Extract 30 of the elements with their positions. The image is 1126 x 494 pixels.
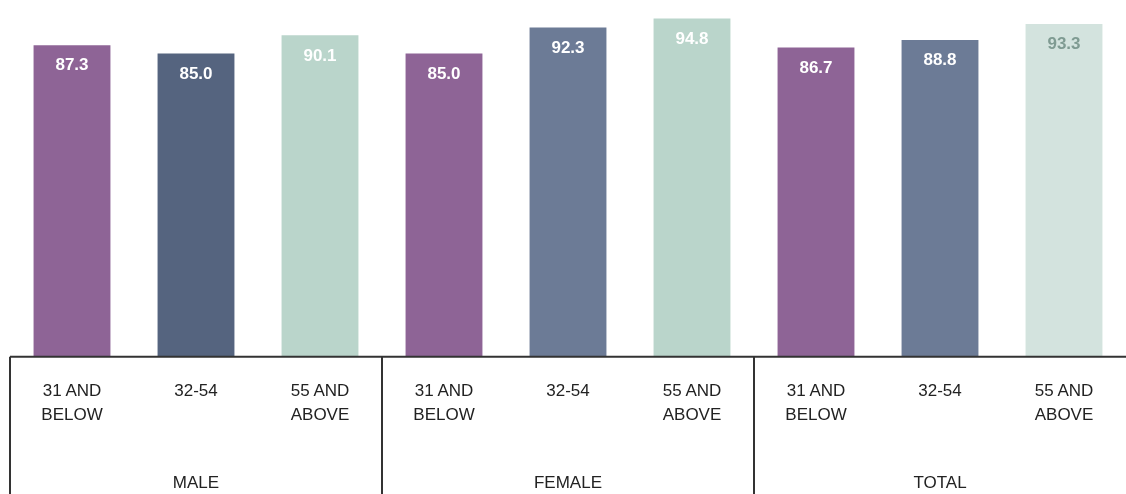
- bar: [1025, 23, 1103, 357]
- text: TOTAL: [913, 473, 967, 492]
- bar: [653, 18, 731, 357]
- bar: [33, 45, 111, 357]
- data-label: 86.7: [799, 57, 833, 77]
- x-tick-label: 32-54: [174, 380, 218, 400]
- bar: [157, 53, 235, 357]
- data-label: 88.8: [923, 50, 957, 70]
- bar: [901, 39, 979, 357]
- data-label: 92.3: [551, 37, 585, 57]
- x-tick-label: 32-54: [918, 380, 962, 400]
- data-label: 90.1: [303, 45, 337, 65]
- data-label: 94.8: [675, 28, 709, 48]
- bar: [405, 53, 483, 357]
- x-tick-label: 55 AND ABOVE: [662, 380, 722, 425]
- x-tick-label: 55 AND ABOVE: [290, 380, 350, 425]
- data-label: 93.3: [1047, 34, 1081, 54]
- x-tick-label: 31 AND BELOW: [41, 380, 103, 425]
- bar: [281, 35, 359, 357]
- bar: [777, 47, 855, 357]
- x-tick-label: 55 AND ABOVE: [1034, 380, 1094, 425]
- x-tick-label: 32-54: [546, 380, 590, 400]
- data-label: 85.0: [179, 63, 213, 83]
- data-label: 87.3: [55, 55, 89, 75]
- text: FEMALE: [533, 473, 603, 492]
- x-tick-label: 31 AND BELOW: [413, 380, 475, 425]
- data-label: 85.0: [427, 63, 461, 83]
- bar: [529, 27, 607, 357]
- x-tick-label: 31 AND BELOW: [785, 380, 847, 425]
- text: MALE: [172, 473, 220, 492]
